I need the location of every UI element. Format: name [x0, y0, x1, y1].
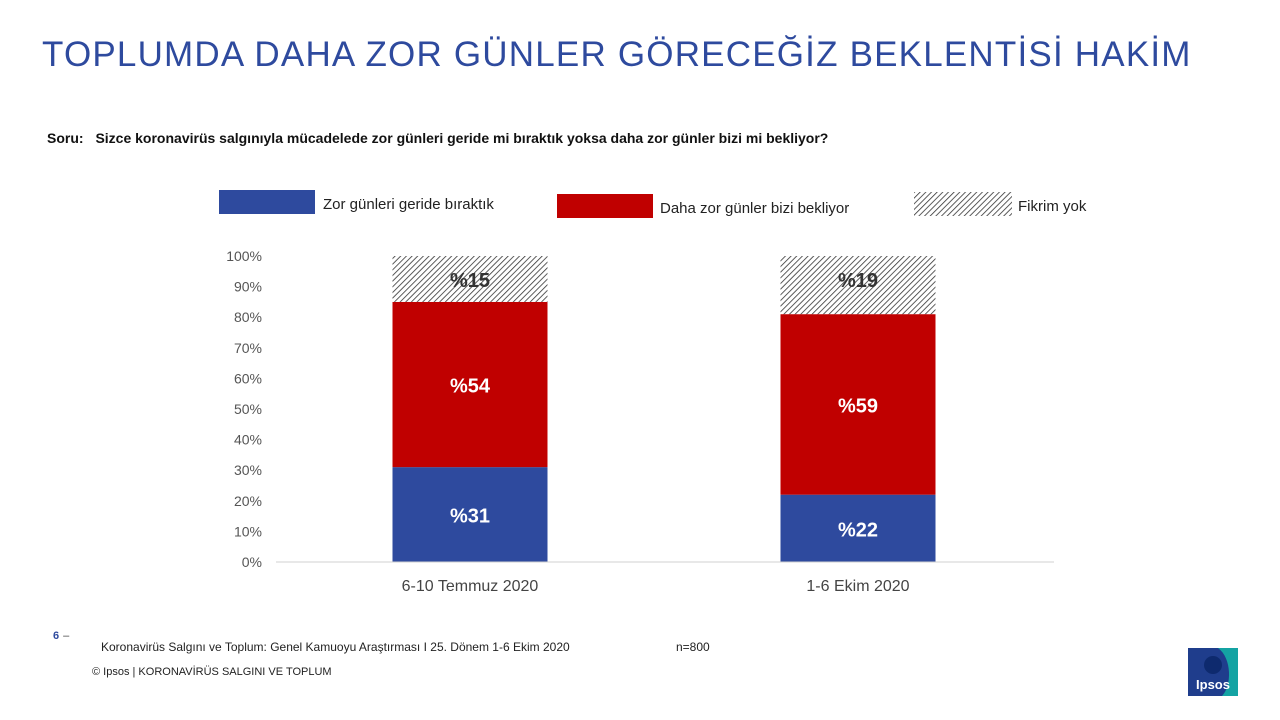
y-tick-label: 100% [226, 248, 262, 264]
legend-swatch-3 [914, 192, 1012, 216]
bar-segment-1 [392, 467, 548, 562]
bar-segment-1 [780, 494, 936, 562]
data-label: %19 [838, 270, 878, 292]
legend-label-1: Zor günleri geride bıraktık [323, 196, 494, 213]
y-tick-label: 40% [234, 432, 262, 448]
bar-segment-2 [392, 301, 548, 468]
y-tick-label: 90% [234, 279, 262, 295]
bar-segment-3 [392, 256, 548, 302]
question: Soru: Sizce koronavirüs salgınıyla mücad… [47, 130, 828, 146]
footer-copyright: © Ipsos | KORONAVİRÜS SALGINI VE TOPLUM [92, 666, 332, 678]
y-tick-label: 80% [234, 309, 262, 325]
bar-segment-3 [780, 256, 936, 315]
y-tick-label: 20% [234, 493, 262, 509]
legend-label-3: Fikrim yok [1018, 198, 1087, 215]
ipsos-logo: Ipsos [1188, 648, 1238, 696]
logo-text: Ipsos [1196, 677, 1230, 692]
footer-source: Koronavirüs Salgını ve Toplum: Genel Kam… [101, 640, 570, 654]
stacked-bar-chart: 0% 10% 20% 30% 40% 50% 60% 70% 80% 90% 100% %31 %54… [226, 248, 1054, 595]
question-label: Soru: [47, 130, 84, 146]
y-tick-label: 60% [234, 370, 262, 386]
page-number-value: 6 [53, 630, 60, 642]
data-label: %15 [450, 270, 490, 292]
y-tick-label: 50% [234, 401, 262, 417]
legend-swatch-1 [219, 190, 315, 214]
y-tick-label: 30% [234, 462, 262, 478]
x-tick-label: 1-6 Ekim 2020 [806, 578, 909, 595]
page-title: TOPLUMDA DAHA ZOR GÜNLER GÖRECEĞİZ BEKLE… [42, 35, 1192, 74]
data-label: %59 [838, 395, 878, 417]
question-text: Sizce koronavirüs salgınıyla mücadelede … [95, 130, 829, 146]
data-label: %22 [838, 519, 878, 541]
data-label: %54 [450, 376, 491, 398]
legend-label-2: Daha zor günler bizi bekliyor [660, 200, 850, 217]
y-tick-label: 0% [242, 554, 262, 570]
page-number: 6– [53, 630, 69, 642]
bar-segment-2 [780, 314, 936, 495]
x-tick-label: 6-10 Temmuz 2020 [402, 578, 539, 595]
footer-sample: n=800 [676, 640, 710, 654]
data-label: %31 [450, 506, 490, 528]
y-tick-label: 10% [234, 523, 262, 539]
legend-swatch-2 [557, 194, 653, 218]
page-dash: – [63, 630, 70, 642]
y-tick-label: 70% [234, 340, 262, 356]
